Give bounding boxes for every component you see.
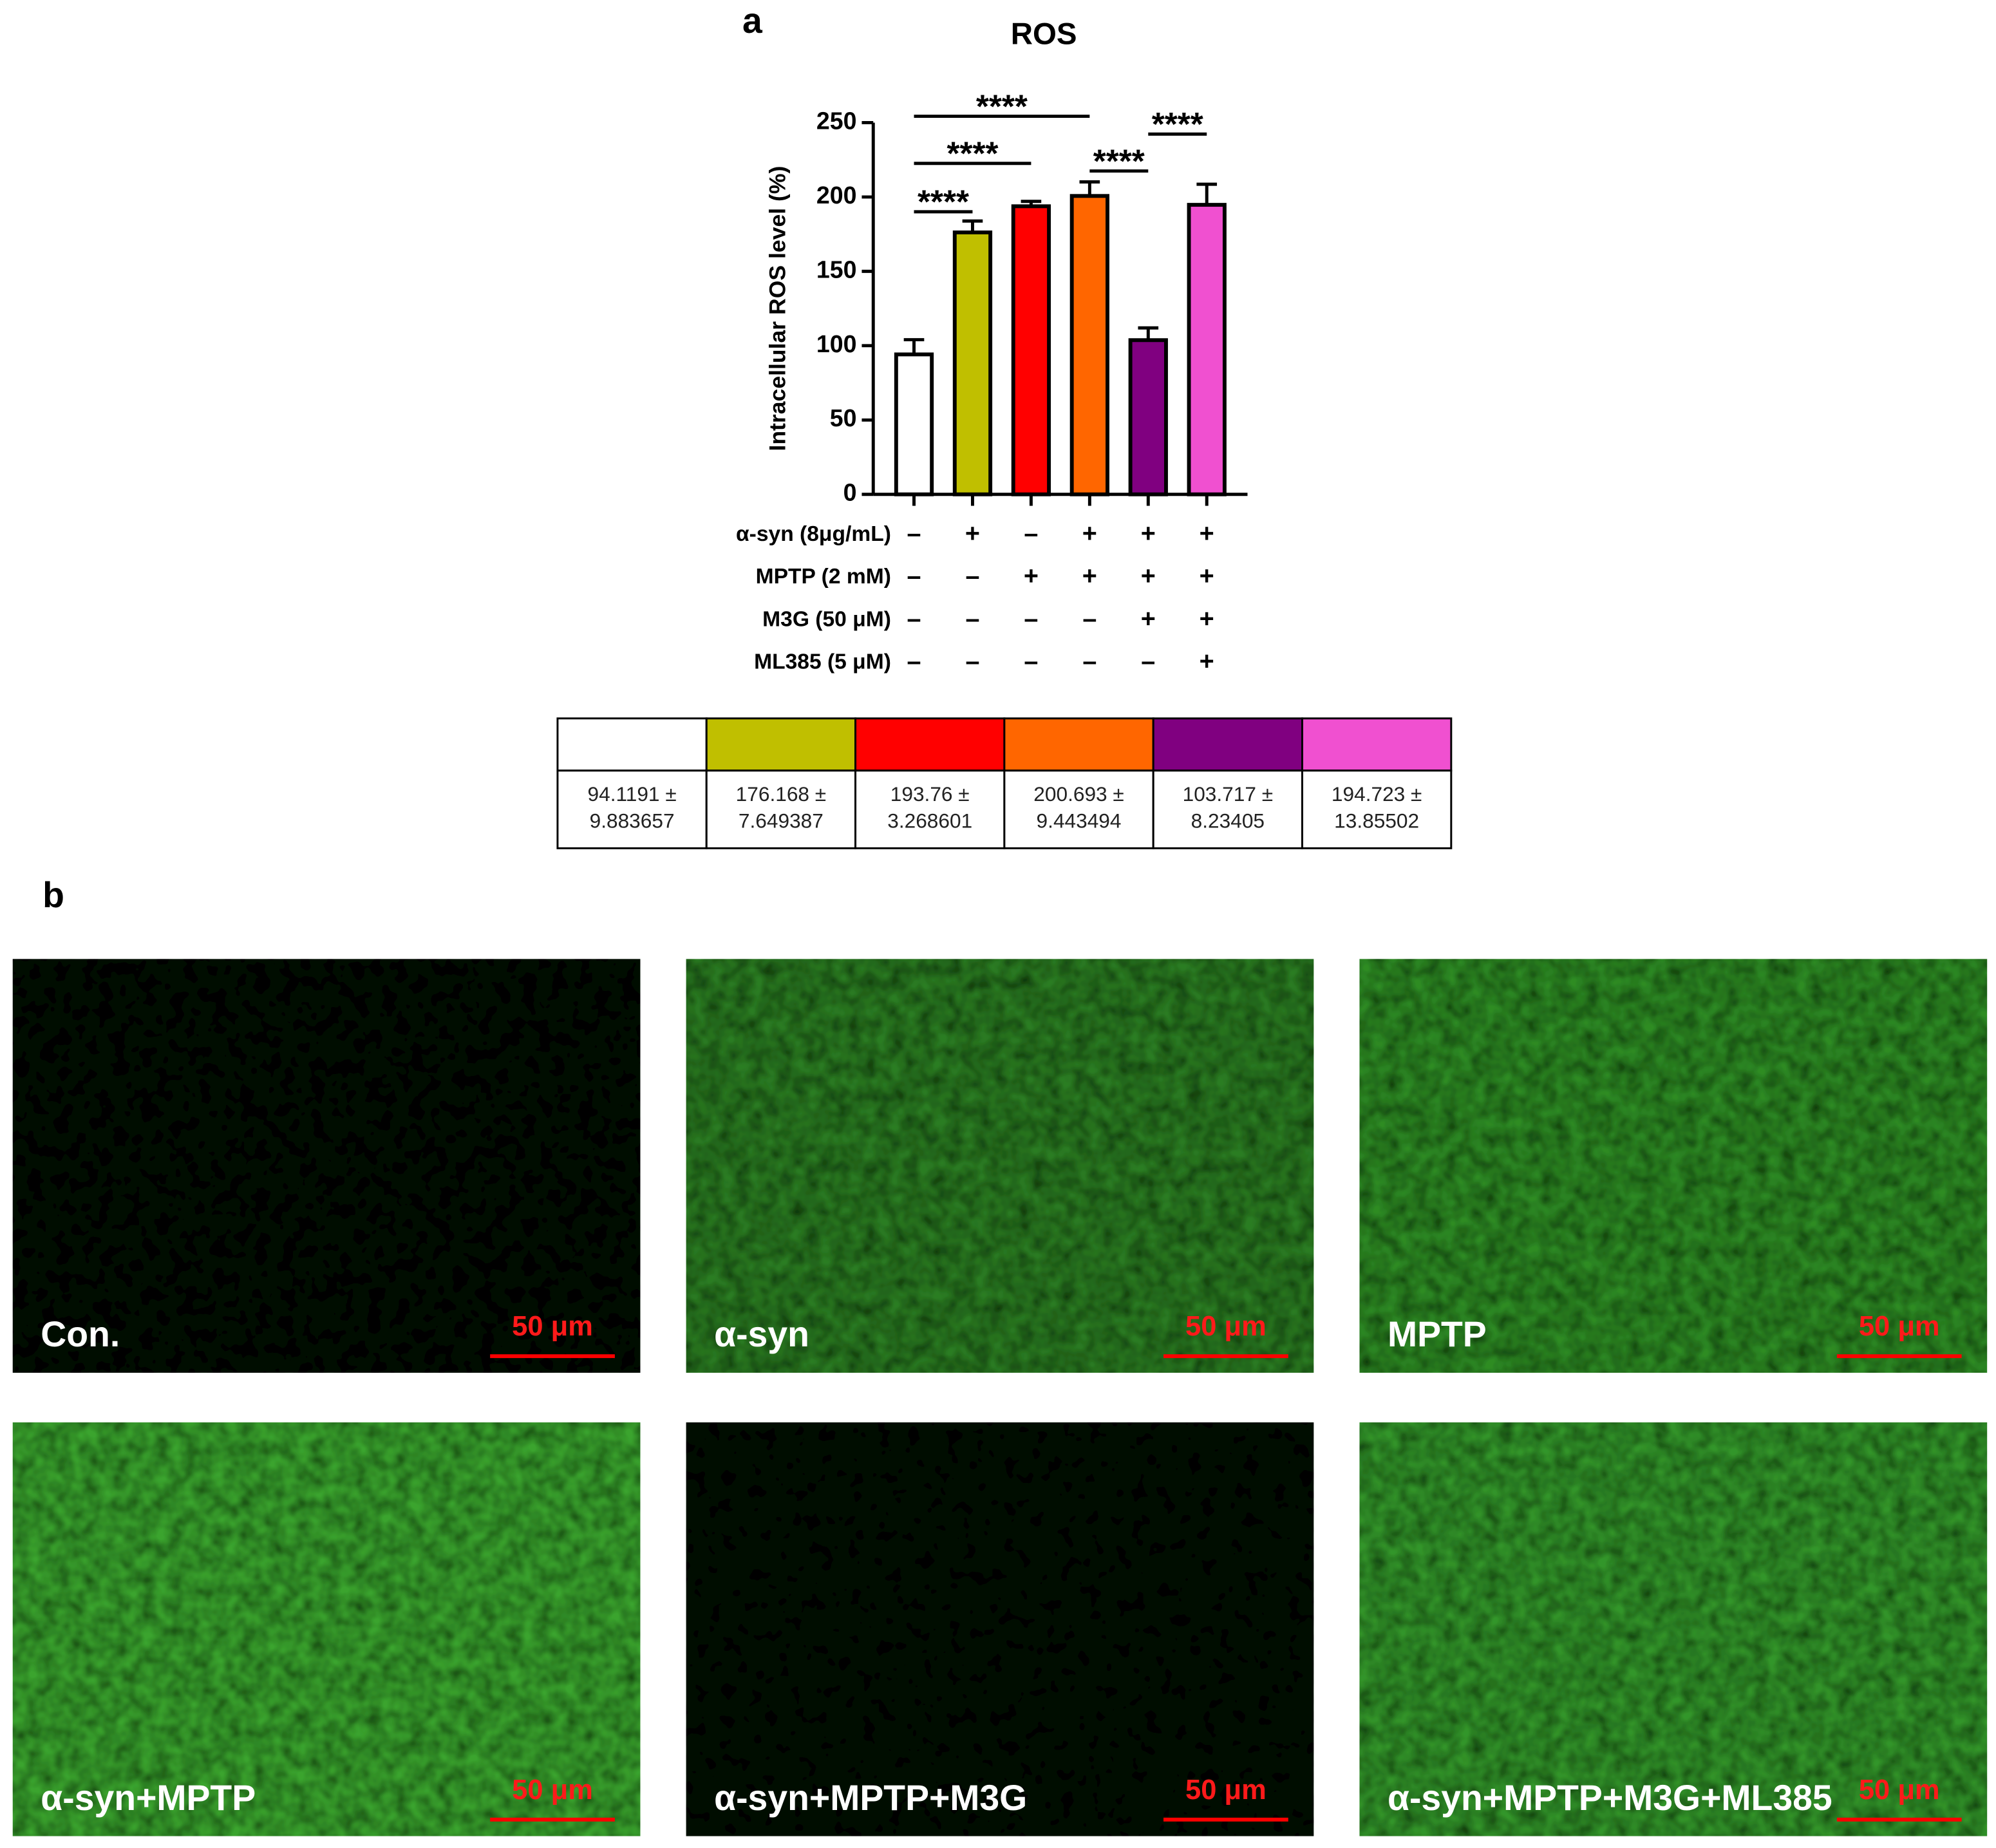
- bar: [1069, 194, 1109, 496]
- image-caption: Con.: [41, 1314, 120, 1354]
- y-tick-label: 100: [816, 330, 857, 357]
- legend-swatch: [854, 717, 1006, 772]
- value-label: 193.76 ± 3.268601: [887, 784, 973, 833]
- condition-sign: –: [965, 562, 979, 590]
- scale-bar-label: 50 μm: [1859, 1311, 1940, 1342]
- scale-bar-label: 50 μm: [512, 1775, 593, 1806]
- table-cell-text: 176.168 ± 7.649387: [735, 784, 827, 833]
- condition-sign: –: [907, 647, 921, 675]
- condition-sign: +: [1200, 647, 1214, 675]
- micrograph: [1359, 1422, 1988, 1836]
- image-caption: MPTP: [1388, 1314, 1487, 1354]
- y-tick-label: 200: [816, 182, 857, 209]
- image-caption: α-syn: [714, 1314, 809, 1354]
- condition-sign: +: [1200, 519, 1214, 547]
- panel-label: a: [742, 1, 763, 41]
- bar: [1011, 204, 1051, 496]
- y-tick-label: 0: [843, 479, 857, 506]
- y-tick-label: 150: [816, 256, 857, 283]
- value-label: 194.723 ± 13.85502: [1331, 784, 1422, 833]
- value-label: 200.693 ± 9.443494: [1033, 784, 1124, 833]
- condition-sign: +: [1141, 605, 1156, 633]
- legend-swatch: [1152, 717, 1303, 772]
- chart-title: ROS: [1011, 17, 1077, 52]
- panel-label: b: [42, 875, 64, 915]
- y-tick-label: 250: [816, 107, 857, 134]
- image-caption: α-syn+MPTP+M3G: [714, 1778, 1027, 1818]
- condition-sign: –: [907, 519, 921, 547]
- micrograph: [12, 959, 641, 1373]
- condition-sign: –: [965, 647, 979, 675]
- image-caption: α-syn+MPTP: [41, 1778, 256, 1818]
- table-cell: [854, 769, 1006, 849]
- condition-sign: –: [1082, 647, 1097, 675]
- table-cell-text: 103.717 ± 8.23405: [1182, 784, 1274, 833]
- micrograph: [1359, 959, 1988, 1373]
- micrograph: [686, 959, 1314, 1373]
- condition-sign: –: [1024, 605, 1038, 633]
- table-cell: [1301, 769, 1453, 849]
- condition-sign: +: [1082, 562, 1097, 590]
- table-cell: [1152, 769, 1303, 849]
- bar: [894, 352, 934, 496]
- condition-sign: –: [1141, 647, 1155, 675]
- scale-bar-label: 50 μm: [1185, 1775, 1266, 1806]
- condition-sign: +: [965, 519, 980, 547]
- significance-label: ****: [946, 134, 998, 171]
- condition-sign: –: [965, 605, 979, 633]
- table-cell-text: 193.76 ± 3.268601: [887, 784, 973, 833]
- condition-sign: +: [1141, 562, 1156, 590]
- scale-bar-label: 50 μm: [1859, 1775, 1940, 1806]
- condition-sign: +: [1082, 519, 1097, 547]
- table-cell: [556, 769, 708, 849]
- condition-label: ML385 (5 μM): [754, 650, 891, 674]
- legend-swatch: [1003, 717, 1154, 772]
- table-cell-text: 194.723 ± 13.85502: [1331, 784, 1422, 833]
- micrograph: [686, 1422, 1314, 1836]
- condition-sign: +: [1200, 562, 1214, 590]
- bar: [1187, 203, 1227, 496]
- condition-label: α-syn (8μg/mL): [736, 522, 891, 546]
- legend-swatch: [556, 717, 708, 772]
- condition-sign: –: [1082, 605, 1097, 633]
- condition-sign: –: [1024, 519, 1038, 547]
- bar: [1128, 338, 1168, 496]
- y-tick-label: 50: [830, 404, 857, 431]
- significance-label: ****: [1093, 142, 1145, 179]
- legend-swatch: [1301, 717, 1453, 772]
- legend-swatch: [705, 717, 857, 772]
- micrograph: [12, 1422, 641, 1836]
- scale-bar-label: 50 μm: [1185, 1311, 1266, 1342]
- image-caption: α-syn+MPTP+M3G+ML385: [1388, 1778, 1832, 1818]
- significance-label: ****: [1152, 105, 1203, 142]
- condition-sign: +: [1024, 562, 1039, 590]
- condition-sign: –: [907, 605, 921, 633]
- condition-label: M3G (50 μM): [762, 607, 891, 631]
- value-label: 94.1191 ± 9.883657: [587, 784, 677, 833]
- y-axis-label: Intracellular ROS level (%): [764, 166, 790, 451]
- significance-label: ****: [976, 87, 1028, 124]
- table-cell-text: 94.1191 ± 9.883657: [587, 784, 677, 833]
- table-cell-text: 200.693 ± 9.443494: [1033, 784, 1124, 833]
- condition-sign: –: [907, 562, 921, 590]
- significance-label: ****: [918, 183, 969, 220]
- condition-sign: +: [1200, 605, 1214, 633]
- value-label: 103.717 ± 8.23405: [1182, 784, 1274, 833]
- condition-sign: +: [1141, 519, 1156, 547]
- condition-sign: –: [1024, 647, 1038, 675]
- scale-bar-label: 50 μm: [512, 1311, 593, 1342]
- value-label: 176.168 ± 7.649387: [735, 784, 827, 833]
- condition-label: MPTP (2 mM): [756, 565, 891, 589]
- bar: [952, 230, 993, 496]
